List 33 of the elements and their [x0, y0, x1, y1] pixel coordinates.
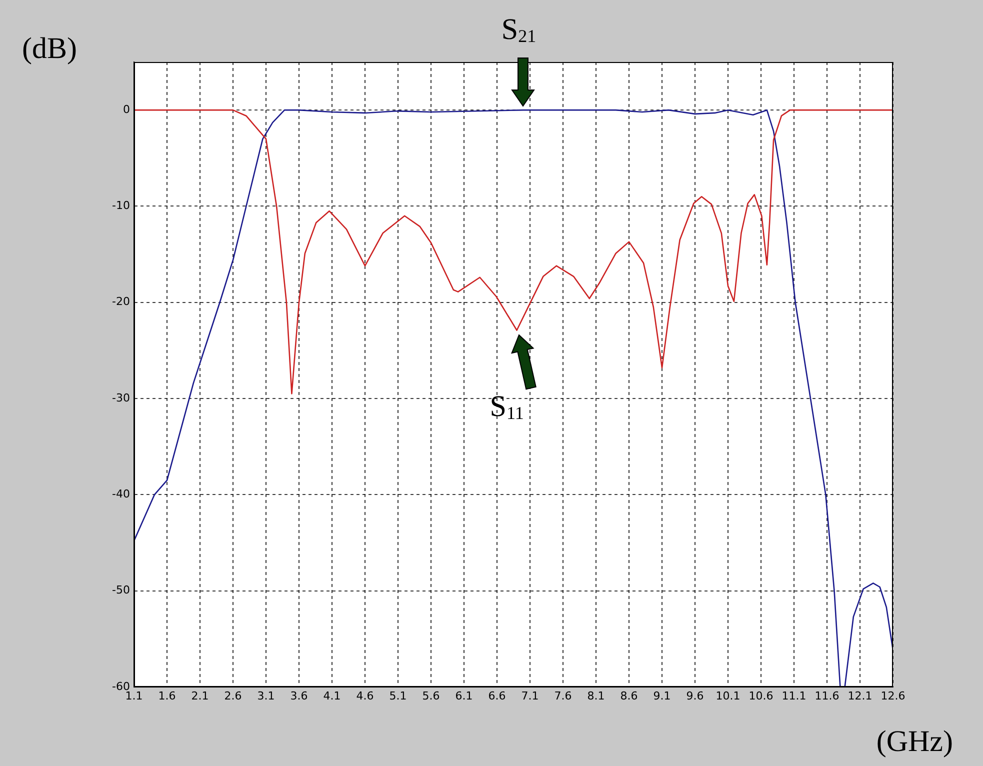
y-tick-label: -40 [112, 488, 130, 501]
x-tick-label: 5.1 [389, 689, 407, 702]
y-tick-label: -30 [112, 391, 130, 404]
x-tick-label: 7.1 [521, 689, 539, 702]
x-tick-label: 4.1 [323, 689, 341, 702]
y-tick-label: 0 [123, 102, 130, 116]
x-tick-label: 8.6 [620, 689, 638, 702]
y-axis-title: (dB) [22, 32, 77, 65]
y-tick-label: -10 [112, 199, 130, 212]
x-tick-label: 8.1 [587, 689, 605, 702]
x-tick-label: 6.6 [488, 689, 506, 702]
x-tick-label: 10.1 [716, 689, 740, 702]
annotation: S$_{21}$ [501, 13, 536, 46]
x-tick-label: 7.6 [554, 689, 572, 702]
x-tick-label: 1.6 [158, 689, 176, 702]
x-tick-label: 3.1 [257, 689, 275, 702]
y-tick-label: -50 [112, 584, 130, 597]
x-tick-label: 10.6 [748, 689, 774, 702]
x-tick-label: 2.6 [224, 689, 242, 702]
x-tick-label: 11.1 [782, 689, 806, 702]
x-axis-title: (GHz) [876, 725, 953, 758]
x-tick-label: 9.6 [686, 689, 704, 702]
x-tick-label: 9.1 [653, 689, 671, 702]
x-tick-label: 5.6 [422, 689, 440, 702]
x-tick-label: 12.6 [880, 689, 906, 702]
annotation: S$_{11}$ [490, 390, 524, 424]
x-tick-label: 3.6 [290, 689, 308, 702]
x-tick-label: 12.1 [848, 689, 872, 702]
x-tick-label: 11.6 [814, 689, 840, 702]
x-tick-label: 6.1 [455, 689, 473, 702]
y-tick-label: -20 [112, 295, 130, 308]
x-tick-label: 2.1 [191, 689, 209, 702]
x-tick-label: 4.6 [356, 689, 374, 702]
